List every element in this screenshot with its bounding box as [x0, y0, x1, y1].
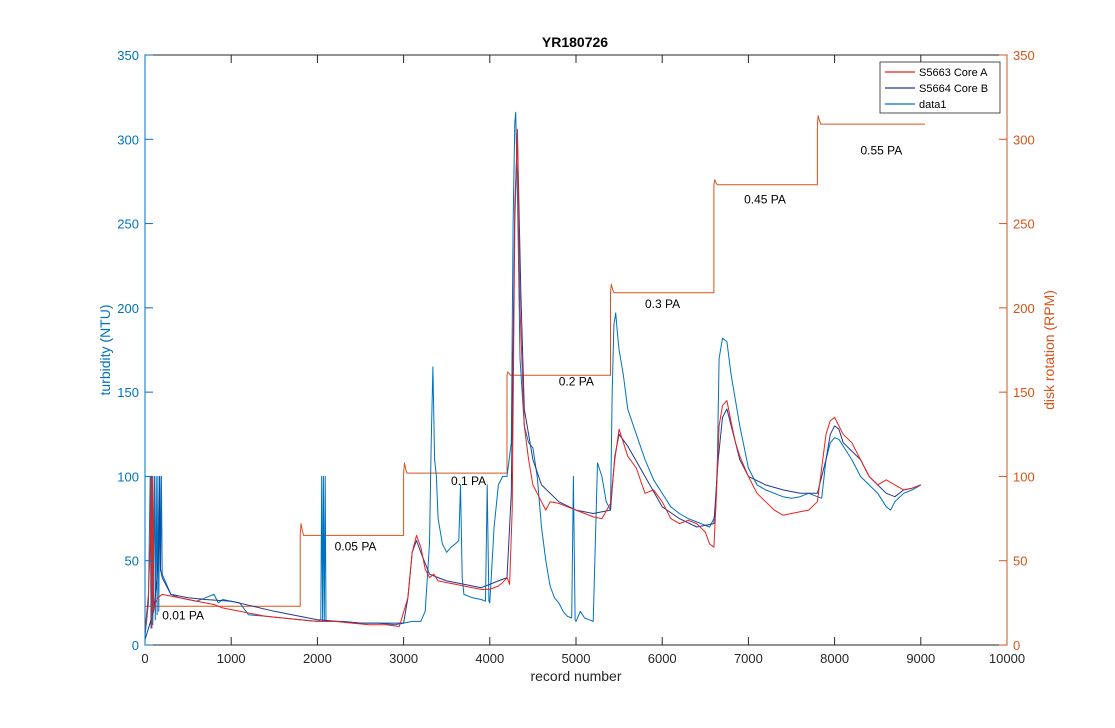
annotation-label: 0.45 PA [744, 192, 786, 206]
series-line-disk-rotation [145, 115, 926, 607]
x-tick-label: 10000 [989, 651, 1025, 666]
series-line-s5663-core-a [145, 128, 921, 632]
y-left-tick-label: 350 [117, 48, 139, 63]
y-left-tick-label: 200 [117, 301, 139, 316]
annotations: 0.01 PA 0.05 PA 0.1 PA 0.2 PA 0.3 PA 0.45 PA 0… [162, 143, 902, 622]
y-right-tick-label: 50 [1013, 554, 1027, 569]
x-tick-label: 2000 [303, 651, 332, 666]
series-layer [145, 111, 926, 641]
annotation-label: 0.1 PA [451, 474, 486, 488]
y-axis-right: 0 50 100 150 200 250 300 350 [999, 48, 1035, 653]
x-tick-label: 1000 [217, 651, 246, 666]
y-left-tick-label: 50 [125, 554, 139, 569]
legend-label-data1: data1 [919, 99, 947, 111]
x-tick-label: 6000 [648, 651, 677, 666]
x-tick-label: 8000 [820, 651, 849, 666]
x-tick-label: 3000 [389, 651, 418, 666]
annotation-label: 0.3 PA [645, 297, 680, 311]
x-tick-label: 9000 [906, 651, 935, 666]
y-right-tick-label: 250 [1013, 217, 1035, 232]
y-right-tick-label: 200 [1013, 301, 1035, 316]
y-left-tick-label: 100 [117, 469, 139, 484]
annotation-label: 0.05 PA [335, 540, 377, 554]
annotation-label: 0.2 PA [559, 374, 594, 388]
x-tick-label: 4000 [475, 651, 504, 666]
y-left-tick-label: 250 [117, 217, 139, 232]
legend-label-core-b: S5664 Core B [919, 83, 988, 95]
legend: S5663 Core A S5664 Core B data1 [879, 61, 1001, 114]
y-left-tick-label: 0 [132, 638, 139, 653]
chart-title: YR180726 [542, 34, 608, 50]
y-left-tick-label: 150 [117, 385, 139, 400]
y-right-tick-label: 150 [1013, 385, 1035, 400]
annotation-label: 0.01 PA [162, 609, 204, 623]
y-right-tick-label: 350 [1013, 48, 1035, 63]
x-tick-label: 5000 [562, 651, 591, 666]
legend-label-core-a: S5663 Core A [919, 67, 988, 79]
x-tick-label: 0 [141, 651, 148, 666]
y-axis-right-label: disk rotation (RPM) [1041, 290, 1057, 410]
y-axis-left-label: turbidity (NTU) [97, 304, 113, 395]
x-tick-label: 7000 [734, 651, 763, 666]
y-right-tick-label: 300 [1013, 132, 1035, 147]
annotation-label: 0.55 PA [860, 143, 902, 157]
y-right-tick-label: 100 [1013, 469, 1035, 484]
x-axis: 0 1000 2000 3000 4000 5000 6000 7000 8000 9000 100… [141, 55, 1025, 666]
x-axis-label: record number [530, 668, 621, 684]
y-left-tick-label: 300 [117, 132, 139, 147]
y-axis-left: 0 50 100 150 200 250 300 350 [117, 48, 153, 653]
y-right-tick-label: 0 [1013, 638, 1020, 653]
